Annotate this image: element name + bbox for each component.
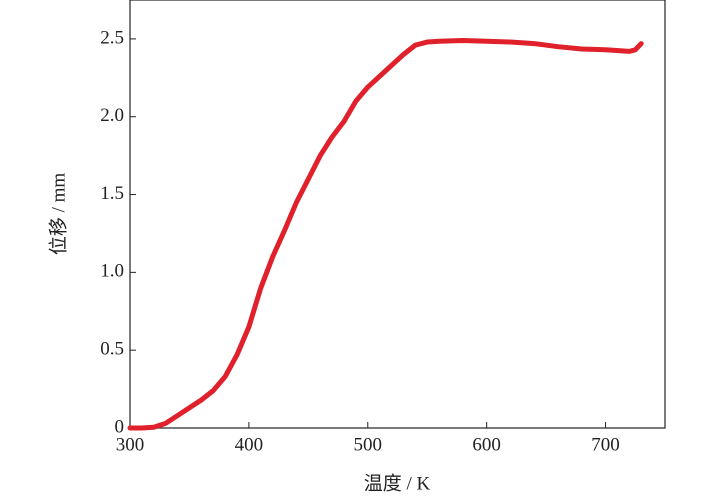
y-axis-label: 位移 / mm bbox=[47, 173, 69, 256]
x-tick-label: 600 bbox=[472, 434, 501, 455]
y-tick-label: 2.5 bbox=[100, 27, 124, 48]
y-tick-label: 1.5 bbox=[100, 183, 124, 204]
x-tick-label: 400 bbox=[235, 434, 264, 455]
y-tick-label: 2.0 bbox=[100, 105, 124, 126]
y-tick-label: 0.5 bbox=[100, 339, 124, 360]
y-tick-label: 0 bbox=[115, 416, 125, 437]
y-tick-label: 1.0 bbox=[100, 261, 124, 282]
plot-frame bbox=[129, 0, 666, 429]
x-tick-label: 500 bbox=[354, 434, 383, 455]
x-axis-label: 温度 / K bbox=[364, 472, 431, 494]
data-line bbox=[127, 37, 644, 431]
x-tick-label: 300 bbox=[116, 434, 145, 455]
x-tick-label: 700 bbox=[591, 434, 620, 455]
